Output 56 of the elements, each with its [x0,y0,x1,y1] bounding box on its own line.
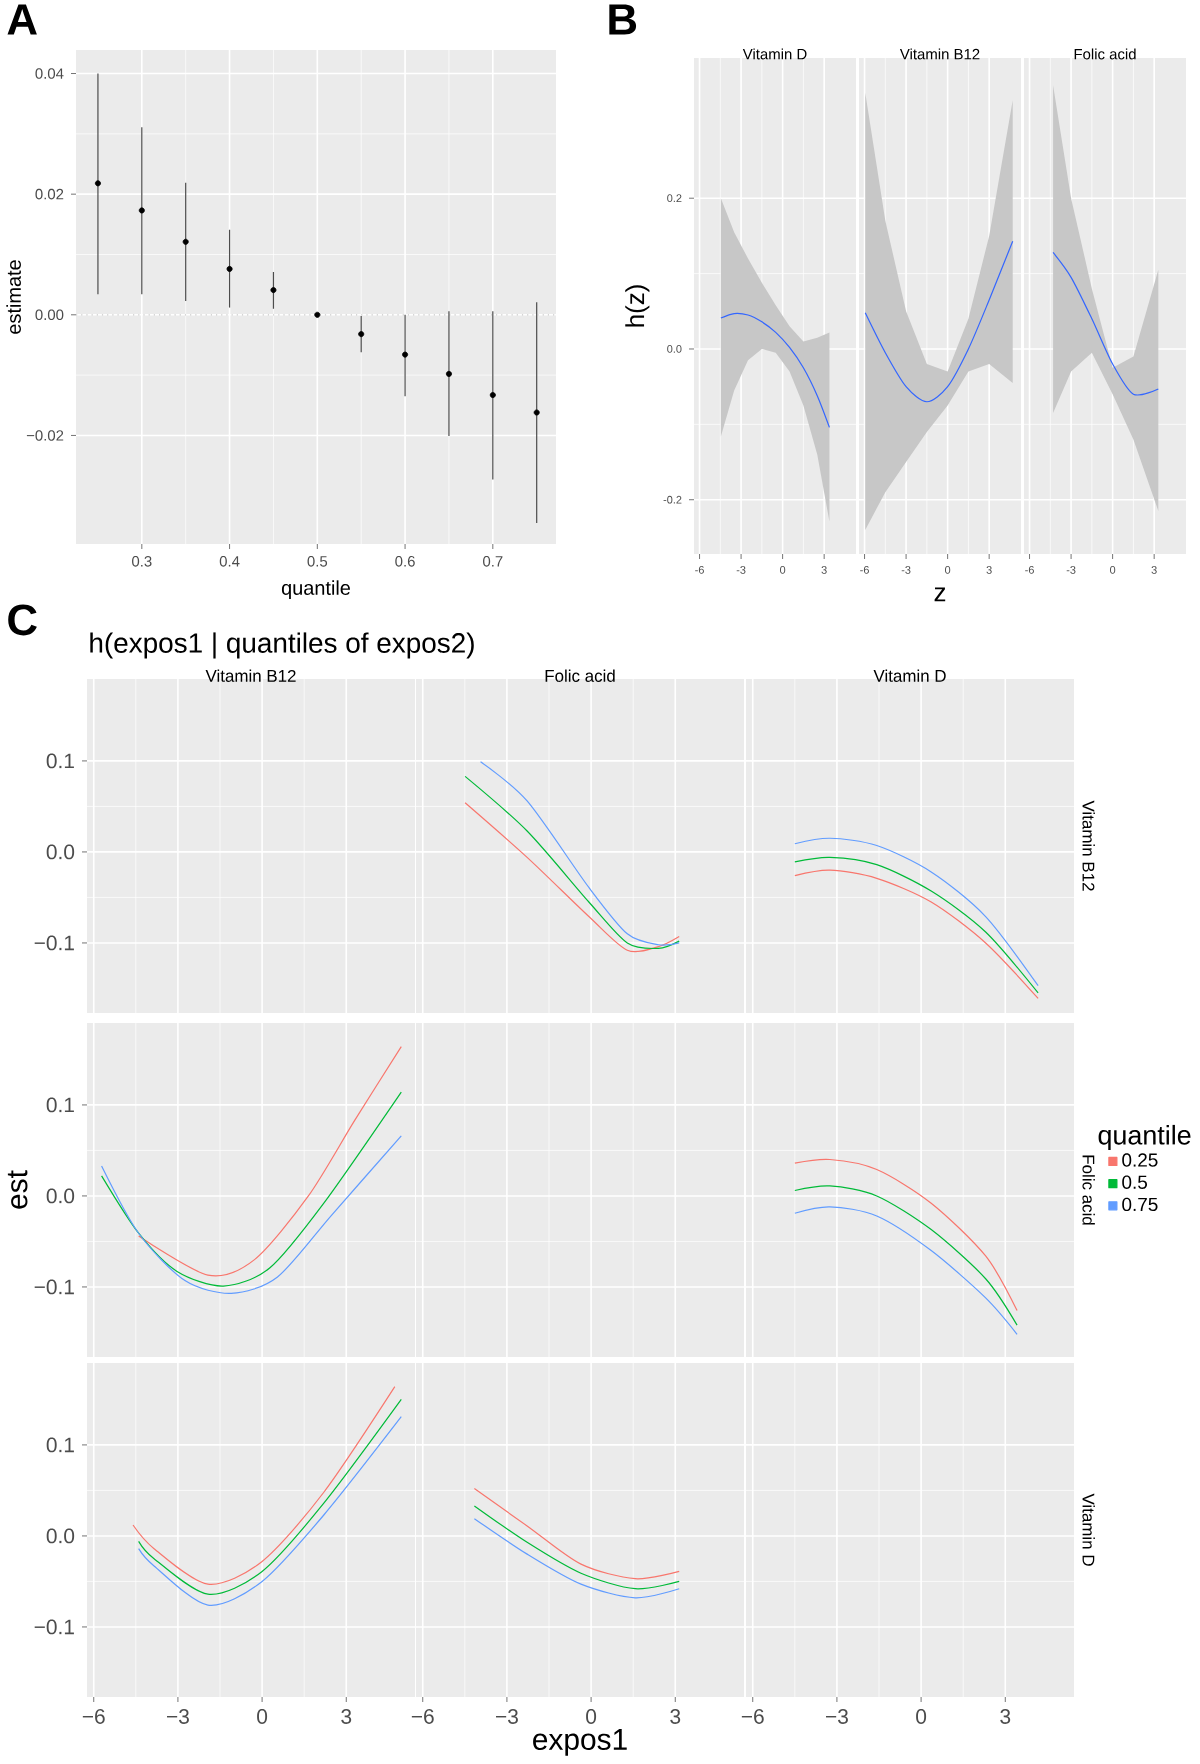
y2-axis-title: Folic acid [1082,1155,1095,1225]
line-series [138,1046,402,1277]
x-tick-label: −3 [826,1709,848,1724]
point [94,180,101,187]
x-tick-label: 3 [341,1709,352,1724]
line-series [720,312,831,428]
y-tick-label: 0.1 [46,1097,74,1113]
line-series [100,1091,402,1287]
line-series [100,1135,402,1294]
y-tick-label: 0.1 [46,1437,74,1453]
chart-title: Vitamin D [873,669,946,682]
x-tick-label: −6 [411,1709,434,1724]
point [445,370,452,377]
point [358,331,365,338]
y-tick-label: −0.1 [34,935,74,951]
y-tick-label: 0.1 [46,753,74,769]
y-tick-label: −0.1 [34,1279,74,1295]
y2-axis-title: Vitamin B12 [1082,800,1095,891]
x-tick-label: −3 [167,1709,189,1724]
chart-title: Vitamin B12 [205,669,296,682]
point [533,409,540,416]
y-tick-label: 0.0 [46,1188,75,1204]
point [138,207,145,214]
x-axis-title: z [934,587,946,602]
y-axis-title: h(z) [625,285,650,327]
legend-label: 0.5 [1122,1175,1148,1189]
y-tick-label: 0.0 [46,1528,75,1544]
legend-label: 0.25 [1122,1153,1158,1167]
point [226,265,233,272]
point [489,392,496,399]
text: A [7,4,37,35]
x-tick-label: 3 [1000,1709,1011,1724]
x-tick-label: 0 [916,1709,927,1724]
x-tick-label: −6 [741,1709,764,1724]
y2-axis-title: Vitamin D [1082,1493,1095,1566]
y-axis-title: est [7,1170,28,1209]
y-axis-title: estimate [6,260,21,334]
y-tick-label: −0.1 [34,1619,74,1635]
x-tick-label: 0 [257,1709,268,1724]
x-tick-label: 0 [586,1709,597,1724]
text: h(expos1 | quantiles of expos2) [90,632,474,659]
y-tick-label: 0.0 [46,844,75,860]
text: B [609,4,637,35]
text: C [8,604,37,636]
chart-title: Folic acid [545,669,615,682]
point [182,238,189,245]
point [270,287,277,294]
x-tick-label: 3 [670,1709,681,1724]
x-tick-label: −6 [82,1709,105,1724]
x-axis-title: quantile [281,580,350,599]
x-axis-title: expos1 [533,1729,627,1756]
point [402,351,409,358]
legend-title: quantile [1098,1124,1191,1150]
x-tick-label: −3 [496,1709,518,1724]
legend-label: 0.75 [1122,1197,1158,1212]
point [314,311,321,318]
